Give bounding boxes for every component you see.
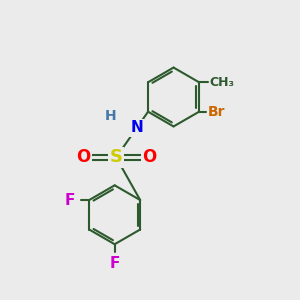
- Text: F: F: [65, 193, 75, 208]
- Text: N: N: [130, 120, 143, 135]
- Text: H: H: [104, 109, 116, 123]
- Text: CH₃: CH₃: [209, 76, 235, 89]
- Text: O: O: [76, 148, 90, 166]
- Text: Br: Br: [208, 105, 226, 119]
- Text: S: S: [110, 148, 123, 166]
- Text: O: O: [142, 148, 156, 166]
- Text: F: F: [110, 256, 120, 271]
